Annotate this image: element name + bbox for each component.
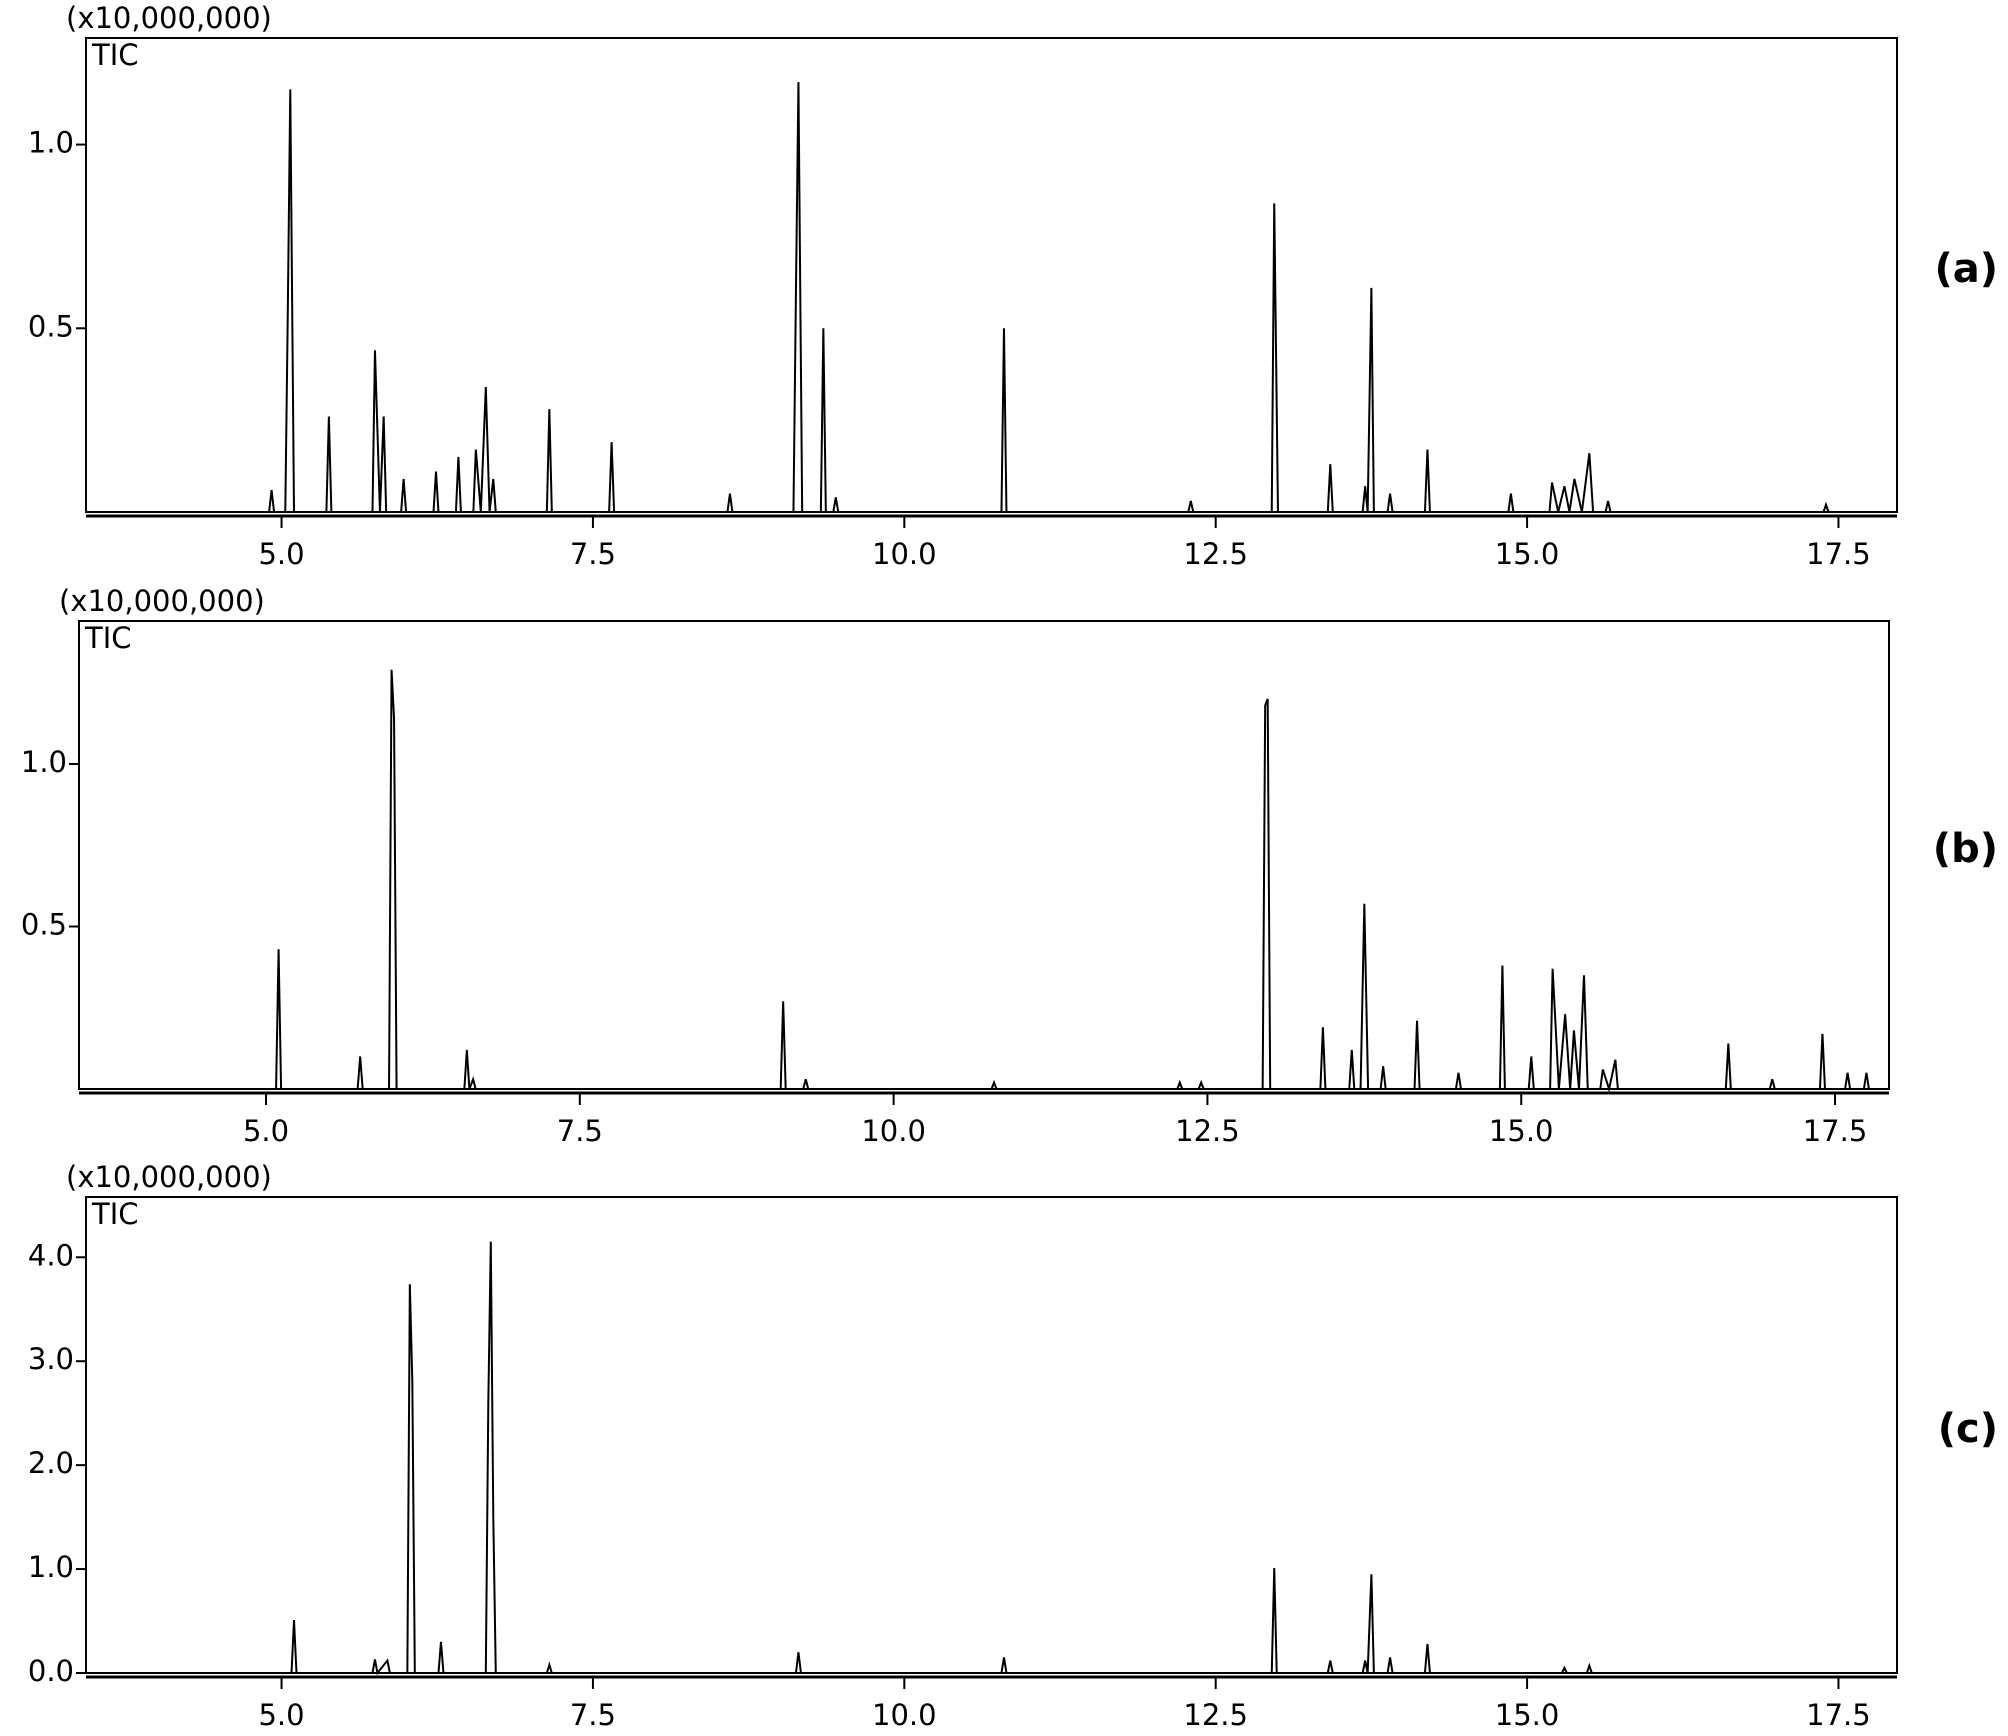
y-tick-label: 1.0 [21, 745, 67, 779]
x-tick-label: 7.5 [570, 537, 616, 571]
y-tick-label: 0.5 [28, 309, 74, 343]
x-tick-label: 17.5 [1806, 1698, 1871, 1732]
x-tick-label: 17.5 [1806, 537, 1871, 571]
x-tick-label: 10.0 [861, 1114, 926, 1148]
y-tick-label: 3.0 [28, 1342, 74, 1376]
x-tick-label: 15.0 [1489, 1114, 1554, 1148]
series-label: TIC [91, 38, 139, 72]
x-tick-label: 15.0 [1495, 537, 1560, 571]
chromatogram-line [88, 82, 1895, 513]
x-tick-label: 10.0 [872, 537, 937, 571]
y-tick-label: 2.0 [28, 1446, 74, 1480]
x-tick-label: 7.5 [557, 1114, 603, 1148]
x-tick-label: 12.5 [1183, 537, 1248, 571]
x-tick-label: 5.0 [258, 537, 304, 571]
series-label: TIC [84, 621, 132, 655]
y-tick-label: 0.0 [28, 1654, 74, 1688]
y-tick-label: 0.5 [21, 908, 67, 942]
x-tick-label: 5.0 [258, 1698, 304, 1732]
x-tick-label: 12.5 [1175, 1114, 1240, 1148]
chromatogram-line [88, 1241, 1895, 1676]
panel-label: (c) [1938, 1406, 1998, 1452]
y-multiplier: (x10,000,000) [59, 584, 265, 618]
x-tick-label: 5.0 [243, 1114, 289, 1148]
series-label: TIC [91, 1197, 139, 1231]
y-tick-label: 1.0 [28, 1550, 74, 1584]
x-tick-label: 15.0 [1495, 1698, 1560, 1732]
plot-frame [78, 620, 1890, 1090]
y-multiplier: (x10,000,000) [66, 1, 272, 35]
plot-frame [85, 37, 1898, 513]
chromatogram-line [80, 669, 1886, 1093]
y-tick-label: 1.0 [28, 126, 74, 160]
x-tick-label: 10.0 [872, 1698, 937, 1732]
y-multiplier: (x10,000,000) [66, 1160, 272, 1194]
x-tick-label: 17.5 [1803, 1114, 1868, 1148]
panel-label: (a) [1934, 246, 1998, 292]
plot-frame [85, 1196, 1898, 1674]
panel-label: (b) [1933, 826, 1998, 872]
x-tick-label: 12.5 [1183, 1698, 1248, 1732]
y-tick-label: 4.0 [28, 1238, 74, 1272]
x-tick-label: 7.5 [570, 1698, 616, 1732]
